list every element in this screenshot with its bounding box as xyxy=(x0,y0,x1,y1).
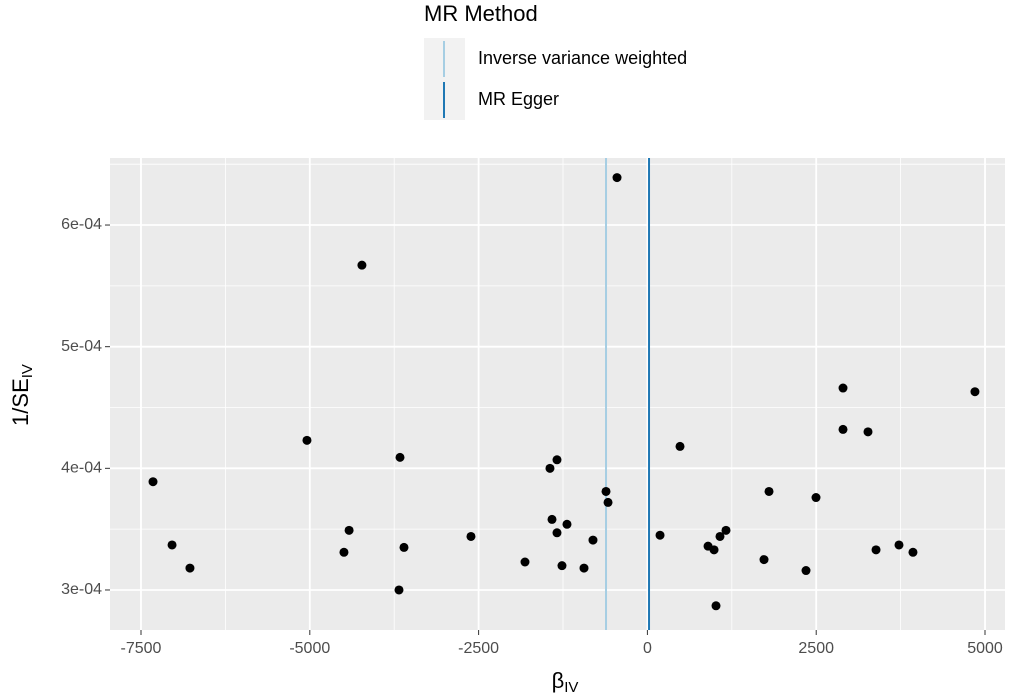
point xyxy=(547,514,557,524)
panel xyxy=(110,158,1005,630)
point xyxy=(344,525,354,535)
point xyxy=(302,435,312,445)
point xyxy=(562,519,572,529)
y-tick-label: 3e-04 xyxy=(61,581,102,598)
point xyxy=(801,566,811,576)
x-tick-label: -5000 xyxy=(289,640,330,657)
x-tick-label: -2500 xyxy=(458,640,499,657)
point xyxy=(894,540,904,550)
point xyxy=(579,563,589,573)
point xyxy=(759,555,769,565)
x-tick-label: 2500 xyxy=(798,640,834,657)
point xyxy=(711,601,721,611)
legend-label: Inverse variance weighted xyxy=(478,48,687,68)
y-tick-label: 4e-04 xyxy=(61,460,102,477)
point xyxy=(871,545,881,555)
point xyxy=(552,528,562,538)
point xyxy=(601,486,611,496)
y-axis-label: 1/SEIV xyxy=(8,364,36,426)
point xyxy=(675,441,685,451)
point xyxy=(167,540,177,550)
y-tick-label: 6e-04 xyxy=(61,216,102,233)
point xyxy=(612,173,622,183)
point xyxy=(395,452,405,462)
point xyxy=(863,427,873,437)
x-tick-label: 5000 xyxy=(967,640,1003,657)
point xyxy=(811,493,821,503)
point xyxy=(603,497,613,507)
x-label-sub: IV xyxy=(564,679,578,695)
point xyxy=(357,260,367,270)
y-label-main: 1/SE xyxy=(8,378,33,426)
point xyxy=(466,531,476,541)
y-tick-label: 5e-04 xyxy=(61,338,102,355)
point xyxy=(655,530,665,540)
point xyxy=(908,547,918,557)
point xyxy=(588,535,598,545)
x-tick-label: -7500 xyxy=(121,640,162,657)
point xyxy=(709,545,719,555)
point xyxy=(838,424,848,434)
point xyxy=(520,557,530,567)
y-label-sub: IV xyxy=(19,364,36,378)
legend-title: MR Method xyxy=(424,1,538,26)
x-axis-label: βIV xyxy=(552,668,579,695)
point xyxy=(148,477,158,487)
point xyxy=(552,455,562,465)
point xyxy=(185,563,195,573)
point xyxy=(764,486,774,496)
point xyxy=(394,585,404,595)
point xyxy=(838,383,848,393)
point xyxy=(557,561,567,571)
x-tick-label: 0 xyxy=(643,640,652,657)
point xyxy=(970,387,980,397)
point xyxy=(399,542,409,552)
x-label-main: β xyxy=(552,668,565,693)
point xyxy=(545,463,555,473)
point xyxy=(339,547,349,557)
point xyxy=(721,525,731,535)
legend-label: MR Egger xyxy=(478,89,559,109)
point xyxy=(715,531,725,541)
